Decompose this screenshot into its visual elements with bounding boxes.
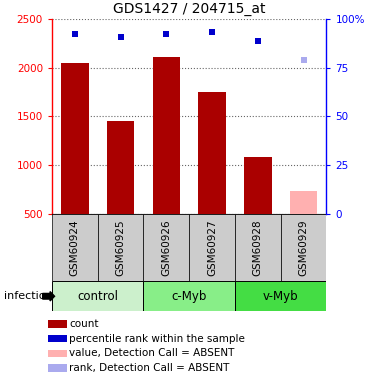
Bar <box>189 214 235 281</box>
Bar <box>48 335 68 342</box>
Bar <box>52 281 144 311</box>
Bar <box>235 214 281 281</box>
Text: control: control <box>77 290 118 303</box>
Bar <box>244 157 272 214</box>
Title: GDS1427 / 204715_at: GDS1427 / 204715_at <box>113 2 266 16</box>
Bar <box>107 121 134 214</box>
Bar <box>48 364 68 372</box>
Text: infection: infection <box>4 291 52 301</box>
Text: c-Myb: c-Myb <box>171 290 207 303</box>
Bar <box>281 214 326 281</box>
Bar <box>48 320 68 328</box>
Text: GSM60928: GSM60928 <box>253 219 263 276</box>
Text: GSM60926: GSM60926 <box>161 219 171 276</box>
Text: GSM60929: GSM60929 <box>299 219 309 276</box>
Text: GSM60925: GSM60925 <box>116 219 125 276</box>
Bar <box>48 350 68 357</box>
Text: rank, Detection Call = ABSENT: rank, Detection Call = ABSENT <box>69 363 230 373</box>
Bar <box>198 92 226 214</box>
Bar <box>152 57 180 214</box>
Text: count: count <box>69 319 99 329</box>
Text: percentile rank within the sample: percentile rank within the sample <box>69 334 245 344</box>
Text: GSM60927: GSM60927 <box>207 219 217 276</box>
Bar <box>290 191 317 214</box>
Text: v-Myb: v-Myb <box>263 290 299 303</box>
Text: value, Detection Call = ABSENT: value, Detection Call = ABSENT <box>69 348 235 358</box>
Bar <box>61 63 89 214</box>
Bar <box>235 281 326 311</box>
Bar <box>144 214 189 281</box>
Bar <box>98 214 144 281</box>
Bar <box>52 214 98 281</box>
Bar <box>144 281 235 311</box>
Text: GSM60924: GSM60924 <box>70 219 80 276</box>
